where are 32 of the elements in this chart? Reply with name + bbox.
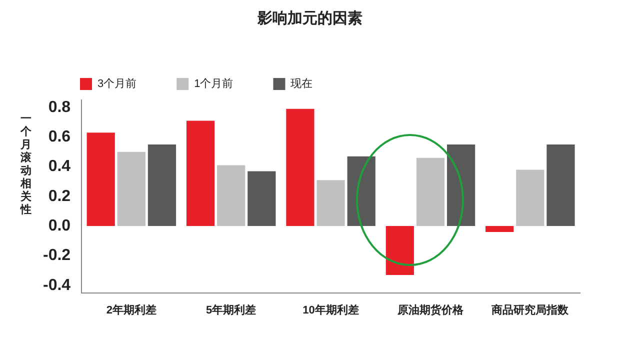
y-axis-title: 一个月滚动相关性	[20, 112, 32, 216]
bar	[86, 132, 115, 226]
y-tick-label: 0.0	[48, 217, 71, 234]
chart-title: 影响加元的因素	[256, 10, 362, 28]
y-tick-label: -0.4	[42, 276, 71, 294]
bar	[217, 165, 246, 226]
legend-label: 3个月前	[98, 78, 137, 90]
bar	[186, 120, 215, 226]
bar	[386, 226, 414, 276]
x-tick-label: 商品研究局指数	[490, 303, 570, 316]
bar	[347, 156, 376, 226]
legend-label: 现在	[290, 78, 313, 90]
bar	[486, 226, 514, 232]
x-tick-label: 2年期利差	[106, 303, 156, 316]
y-tick-label: 0.8	[48, 98, 71, 116]
bar	[117, 152, 146, 226]
y-tick-label: -0.2	[42, 247, 71, 264]
x-tick-label: 原油期货价格	[396, 303, 464, 316]
bar	[546, 144, 575, 226]
y-tick-label: 0.4	[48, 158, 71, 176]
legend-label: 1个月前	[194, 78, 234, 90]
bar	[316, 180, 345, 226]
bar	[286, 108, 314, 226]
x-tick-label: 5年期利差	[206, 303, 256, 316]
bar	[248, 171, 276, 226]
bar	[416, 158, 445, 226]
y-tick-label: 0.6	[48, 128, 71, 146]
bar	[446, 144, 476, 226]
y-tick-label: 0.2	[48, 188, 71, 205]
x-tick-label: 10年期利差	[302, 303, 359, 316]
bar	[148, 144, 176, 226]
bar	[516, 170, 544, 226]
